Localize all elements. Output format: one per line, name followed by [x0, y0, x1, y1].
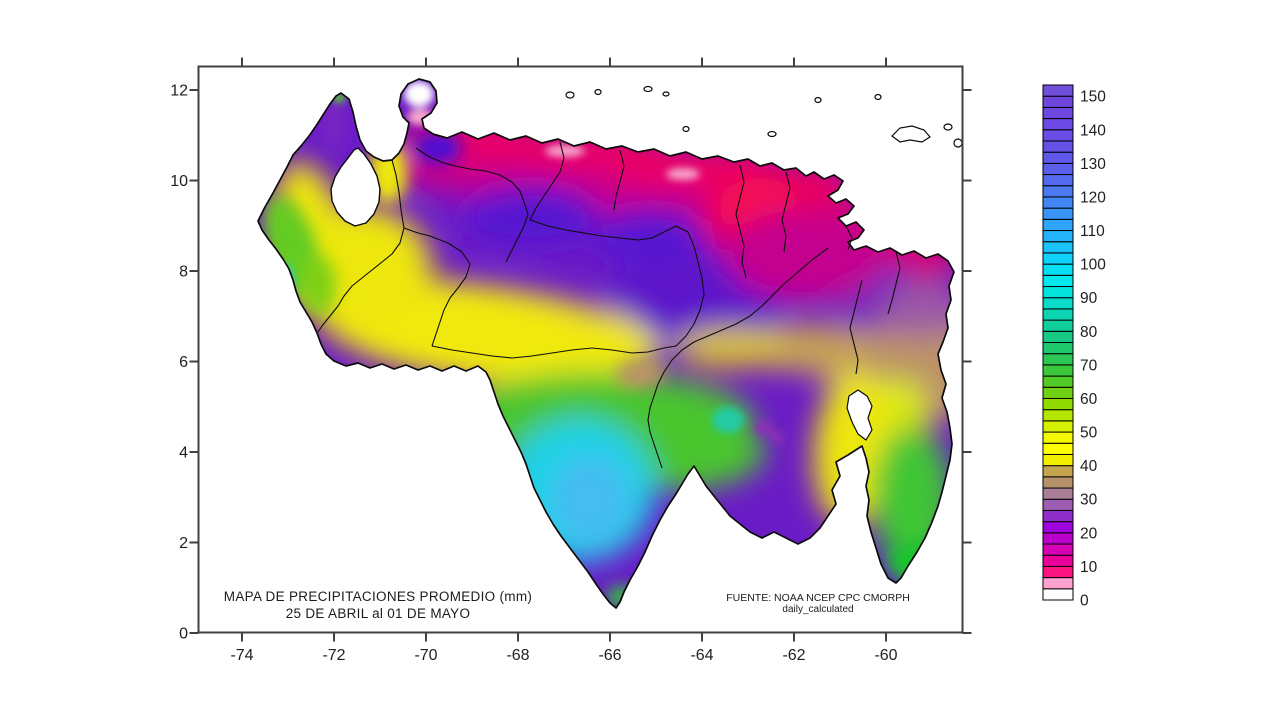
source-line2: daily_calculated: [782, 604, 854, 615]
colorbar-segment: [1042, 185, 1074, 198]
x-axis-ticks: -74 -72 -70 -68 -66 -64 -62 -60: [230, 57, 898, 664]
colorbar-segment: [1042, 151, 1074, 164]
colorbar-segment: [1042, 453, 1074, 467]
colorbar-segment: [1042, 106, 1074, 120]
colorbar-segment: [1042, 353, 1074, 366]
colorbar-segment: [1042, 174, 1074, 187]
map-title: MAPA DE PRECIPITACIONES PROMEDIO (mm) 25…: [205, 588, 551, 622]
y-axis-ticks: 0 2 4 6 8 10 12: [170, 83, 972, 643]
colorbar-segment: [1042, 565, 1074, 579]
colorbar-label: 20: [1080, 525, 1098, 542]
colorbar-segment: [1042, 162, 1074, 176]
colorbar-segment: [1042, 364, 1074, 377]
islands: [565, 85, 963, 148]
colorbar-segment: [1042, 442, 1074, 455]
colorbar-segment: [1042, 330, 1074, 343]
colorbar-segment: [1042, 521, 1074, 534]
colorbar-label: 50: [1080, 425, 1098, 442]
colorbar-label: 150: [1080, 89, 1106, 106]
colorbar-label: 90: [1080, 290, 1098, 307]
x-tick-label: -60: [874, 647, 897, 664]
colorbar-label: 10: [1080, 559, 1098, 576]
colorbar-segment: [1042, 543, 1074, 556]
y-tick-label: 10: [170, 173, 188, 190]
x-tick-label: -68: [506, 647, 529, 664]
colorbar-segment: [1042, 577, 1074, 590]
colorbar-segment: [1042, 509, 1074, 523]
colorbar-segment: [1042, 476, 1074, 489]
colorbar-label: 30: [1080, 492, 1098, 509]
venezuela-outline: [257, 78, 955, 609]
colorbar: 0 10 20 30 40 50 60 70 80 90 100 110 120 130 140 150: [1042, 84, 1106, 610]
y-tick-label: 8: [179, 264, 188, 281]
state-boundaries: [317, 141, 901, 469]
x-tick-label: -66: [598, 647, 621, 664]
colorbar-segment: [1042, 230, 1074, 243]
colorbar-segment: [1042, 129, 1074, 142]
y-tick-label: 4: [179, 445, 188, 462]
colorbar-label: 120: [1080, 189, 1106, 206]
no-data-notch: [846, 389, 873, 441]
colorbar-segment: [1042, 84, 1074, 97]
colorbar-segment: [1042, 409, 1074, 422]
x-tick-label: -74: [230, 647, 253, 664]
colorbar-segment: [1042, 95, 1074, 108]
colorbar-segment: [1042, 465, 1074, 478]
source-line1: FUENTE: NOAA NCEP CPC CMORPH: [726, 592, 910, 604]
colorbar-segment: [1042, 308, 1074, 321]
axes-frame: [197, 65, 964, 634]
source-note: FUENTE: NOAA NCEP CPC CMORPH daily_calcu…: [706, 592, 930, 616]
x-tick-label: -64: [690, 647, 713, 664]
lake-maracaibo: [330, 147, 381, 227]
colorbar-segment: [1042, 375, 1074, 388]
colorbar-label: 140: [1080, 122, 1106, 139]
x-tick-label: -72: [322, 647, 345, 664]
colorbar-segment: [1042, 274, 1074, 288]
colorbar-segment: [1042, 397, 1074, 411]
colorbar-segment: [1042, 118, 1074, 131]
map-title-line2: 25 DE ABRIL al 01 DE MAYO: [285, 606, 471, 621]
colorbar-segment: [1042, 207, 1074, 220]
x-tick-label: -70: [414, 647, 437, 664]
colorbar-segment: [1042, 420, 1074, 433]
colorbar-label: 100: [1080, 257, 1106, 274]
colorbar-label: 110: [1080, 223, 1105, 240]
colorbar-label: 0: [1080, 593, 1089, 610]
colorbar-segment: [1042, 588, 1074, 601]
colorbar-segment: [1042, 532, 1074, 545]
colorbar-segment: [1042, 319, 1074, 332]
x-tick-label: -62: [782, 647, 805, 664]
colorbar-segment: [1042, 241, 1074, 254]
colorbar-segment: [1042, 386, 1074, 399]
colorbar-label: 70: [1080, 357, 1098, 374]
y-tick-label: 12: [170, 83, 188, 100]
colorbar-segment: [1042, 140, 1074, 153]
colorbar-segment: [1042, 554, 1074, 567]
colorbar-label: 60: [1080, 391, 1098, 408]
colorbar-segment: [1042, 286, 1074, 299]
colorbar-segment: [1042, 431, 1074, 444]
y-tick-label: 0: [179, 626, 188, 643]
colorbar-segment: [1042, 297, 1074, 310]
colorbar-segment: [1042, 196, 1074, 209]
colorbar-segment: [1042, 498, 1074, 511]
colorbar-label: 40: [1080, 458, 1098, 475]
colorbar-label: 130: [1080, 156, 1106, 173]
colorbar-segment: [1042, 252, 1074, 265]
colorbar-segment: [1042, 263, 1074, 276]
y-tick-label: 2: [179, 535, 188, 552]
colorbar-segment: [1042, 487, 1074, 500]
colorbar-label: 80: [1080, 324, 1098, 341]
colorbar-segment: [1042, 341, 1074, 355]
map-title-line1: MAPA DE PRECIPITACIONES PROMEDIO (mm): [223, 589, 533, 604]
y-tick-label: 6: [179, 354, 188, 371]
colorbar-segment: [1042, 218, 1074, 232]
